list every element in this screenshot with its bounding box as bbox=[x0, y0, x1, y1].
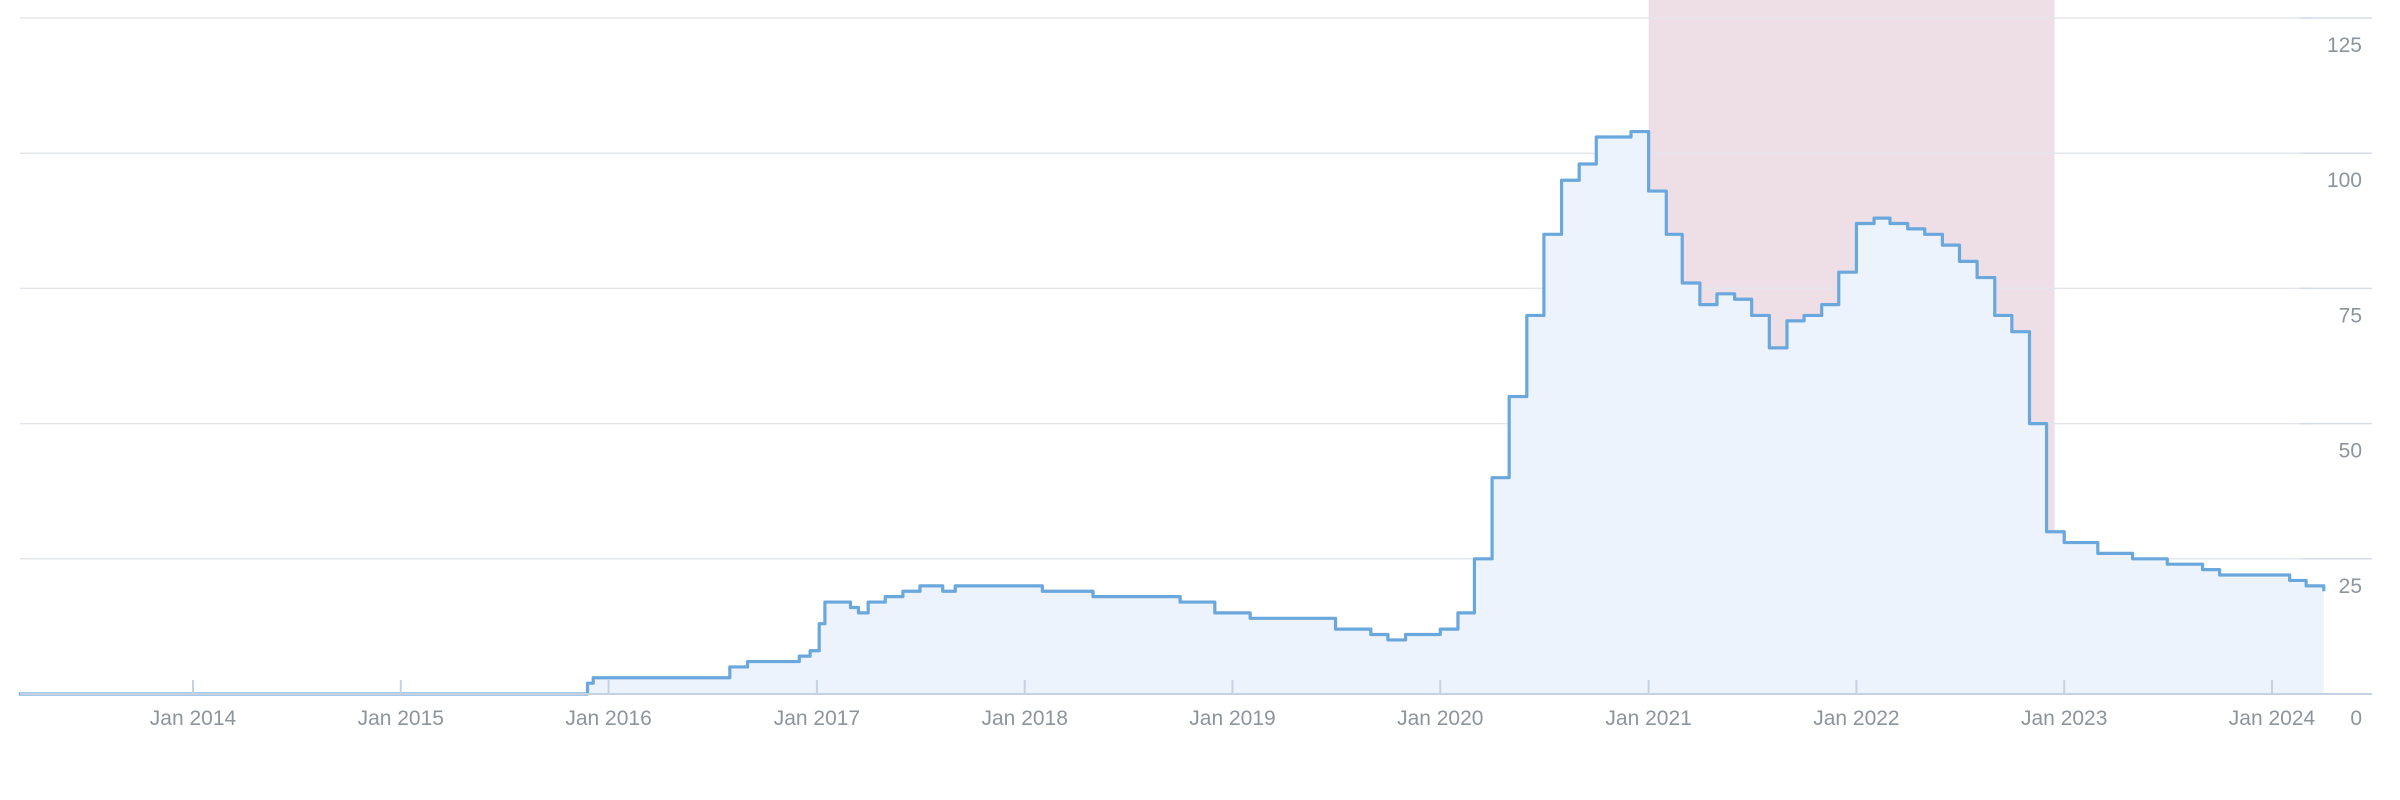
x-tick-label: Jan 2021 bbox=[1605, 707, 1691, 730]
y-tick-label: 25 bbox=[2339, 575, 2362, 598]
x-tick-label: Jan 2024 bbox=[2229, 707, 2316, 730]
x-tick-label: Jan 2020 bbox=[1397, 707, 1483, 730]
y-tick-label: 100 bbox=[2327, 169, 2362, 192]
area-layer bbox=[18, 131, 2324, 694]
y-axis: 0 25 50 75 100 125 bbox=[2300, 17, 2372, 730]
y-tick-label: 75 bbox=[2339, 304, 2362, 327]
x-tick-label: Jan 2019 bbox=[1189, 707, 1275, 730]
x-tick-label: Jan 2023 bbox=[2021, 707, 2107, 730]
x-tick-label: Jan 2016 bbox=[565, 707, 651, 730]
y-tick-label: 50 bbox=[2339, 440, 2362, 463]
series-line bbox=[18, 129, 2326, 696]
x-tick-label: Jan 2022 bbox=[1813, 707, 1899, 730]
x-tick-label: Jan 2014 bbox=[150, 707, 237, 730]
x-axis: Jan 2014 Jan 2015 Jan 2016 Jan 2017 Jan 2018… bbox=[20, 680, 2372, 730]
y-tick-label: 0 bbox=[2350, 707, 2362, 730]
x-tick-label: Jan 2015 bbox=[358, 707, 444, 730]
line-layer bbox=[18, 129, 2326, 696]
x-tick-label: Jan 2018 bbox=[982, 707, 1068, 730]
x-tick-label: Jan 2017 bbox=[774, 707, 860, 730]
series-area bbox=[18, 131, 2324, 694]
y-tick-label: 125 bbox=[2327, 34, 2362, 57]
